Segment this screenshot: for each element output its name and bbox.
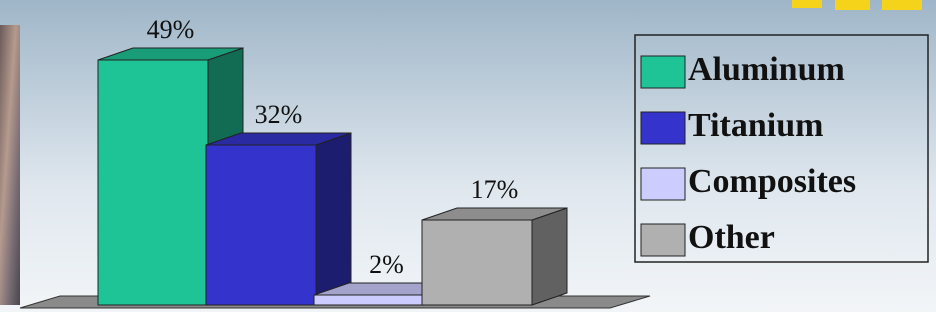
legend-label: Aluminum [688,51,845,88]
chart: 49% Aluminum 32% Titanium 2% Composites 17% Oth… [0,0,936,312]
legend-swatch [641,168,685,200]
legend-label: Other [688,219,775,256]
legend-label: Titanium [688,107,823,144]
legend-swatch [641,224,685,256]
bar [422,220,532,305]
bar [206,145,316,305]
bar [314,295,424,305]
data-label: 49% [147,15,195,44]
data-label: 17% [471,175,519,204]
data-label: 32% [255,100,303,129]
data-label: 2% [369,250,404,279]
page: 49% Aluminum 32% Titanium 2% Composites 17% Oth… [0,0,936,312]
legend-swatch [641,112,685,144]
legend-label: Composites [688,163,856,200]
legend-swatch [641,56,685,88]
bar-side [532,208,567,305]
bar [98,60,208,305]
photo-strip [0,25,20,305]
bar-side [316,133,351,305]
